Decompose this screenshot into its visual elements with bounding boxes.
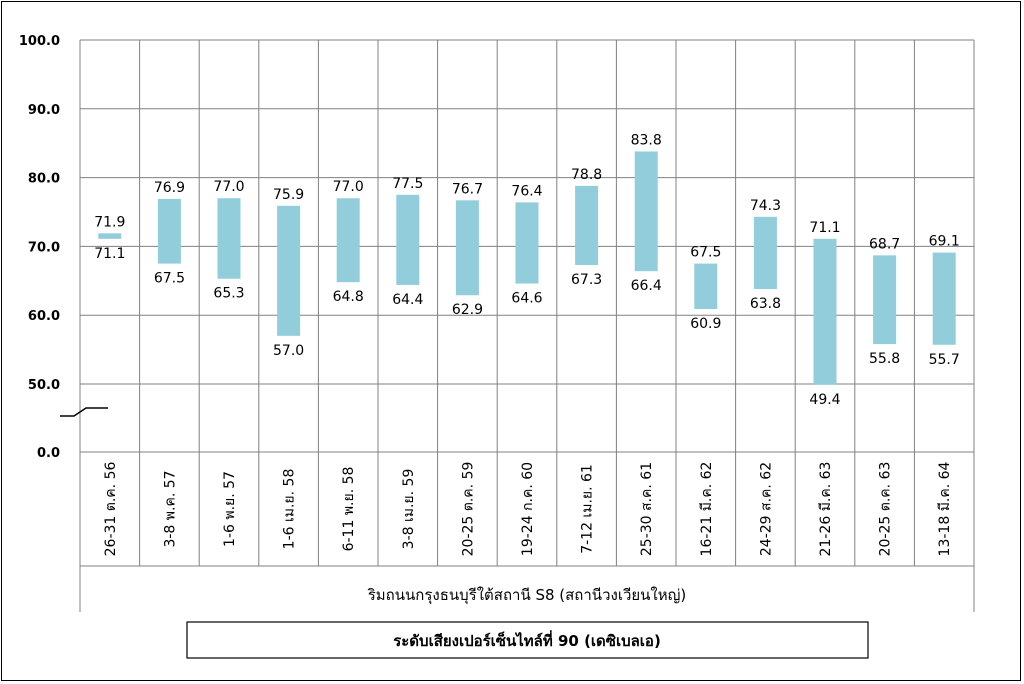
low-value-label: 67.5 <box>154 271 185 287</box>
category-label: 20-25 ต.ค. 63 <box>878 462 894 557</box>
y-tick-label: 0.0 <box>37 446 60 461</box>
high-value-label: 68.7 <box>869 236 900 252</box>
range-bar <box>753 216 777 290</box>
category-label: 20-25 ต.ค. 59 <box>460 462 476 557</box>
range-bar <box>515 202 539 284</box>
range-bar <box>932 252 956 345</box>
y-tick-label: 70.0 <box>28 240 60 255</box>
high-value-label: 71.1 <box>809 220 840 236</box>
high-value-label: 76.4 <box>511 183 542 199</box>
high-value-label: 71.9 <box>94 214 125 230</box>
range-bar <box>813 238 837 385</box>
range-bar <box>98 233 122 239</box>
low-value-label: 55.8 <box>869 351 900 367</box>
y-axis: 0.0 50.0 60.0 70.0 80.0 90.0 100.0 <box>19 34 108 461</box>
range-bar <box>575 185 599 265</box>
category-label: 25-30 ส.ค. 61 <box>639 462 655 556</box>
range-bar <box>336 198 360 283</box>
category-label: 3-8 เม.ย. 59 <box>401 469 417 550</box>
low-value-label: 55.7 <box>929 352 960 368</box>
low-value-label: 65.3 <box>213 286 244 302</box>
y-tick-label: 80.0 <box>28 172 60 187</box>
low-value-label: 67.3 <box>571 272 602 288</box>
category-label: 16-21 มี.ค. 62 <box>699 462 715 557</box>
low-value-label: 64.6 <box>511 291 542 307</box>
range-bar <box>694 263 718 310</box>
high-value-label: 76.7 <box>452 181 483 197</box>
category-label: 6-11 พ.ย. 58 <box>341 467 357 552</box>
high-value-label: 78.8 <box>571 167 602 183</box>
high-value-label: 77.5 <box>392 176 423 192</box>
bars <box>98 151 956 385</box>
range-bar <box>277 205 301 336</box>
legend-label: ระดับเสียงเปอร์เซ็นไทล์ที่ 90 (เดซิเบลเอ… <box>393 630 661 650</box>
y-tick-label: 90.0 <box>28 103 60 118</box>
range-bar <box>396 194 420 285</box>
y-tick-label: 50.0 <box>28 378 60 393</box>
y-tick-label: 100.0 <box>19 34 60 49</box>
low-value-label: 63.8 <box>750 296 781 312</box>
data-labels: 71.9 71.1 76.9 67.5 77.0 65.3 75.9 57.0 77.0 64.8… <box>94 132 960 407</box>
low-value-label: 71.1 <box>94 246 125 262</box>
x-axis-title: ริมถนนกรุงธนบุรีใต้สถานี S8 (สถานีวงเวีย… <box>367 586 686 605</box>
category-label: 7-12 เม.ย. 61 <box>580 464 596 554</box>
high-value-label: 74.3 <box>750 198 781 214</box>
category-label: 13-18 มี.ค. 64 <box>937 461 953 556</box>
high-value-label: 76.9 <box>154 180 185 196</box>
low-value-label: 64.8 <box>333 289 364 305</box>
gridlines <box>79 39 975 612</box>
low-value-label: 49.4 <box>809 392 840 408</box>
category-label: 1-6 พ.ย. 57 <box>222 471 238 547</box>
low-value-label: 66.4 <box>631 278 662 294</box>
axis-break-mark <box>60 407 108 417</box>
category-label: 1-6 เม.ย. 58 <box>282 469 298 550</box>
range-bar <box>634 151 658 272</box>
range-bar <box>873 255 897 345</box>
range-bar <box>217 198 241 279</box>
category-label: 24-29 ส.ค. 62 <box>758 462 774 556</box>
high-value-label: 77.0 <box>333 179 364 195</box>
low-value-label: 60.9 <box>690 316 721 332</box>
low-value-label: 62.9 <box>452 302 483 318</box>
y-tick-label: 60.0 <box>28 309 60 324</box>
range-bar <box>455 200 479 296</box>
high-value-label: 77.0 <box>213 179 244 195</box>
high-value-label: 69.1 <box>929 234 960 250</box>
category-label: 26-31 ต.ค. 56 <box>103 462 119 557</box>
legend-box <box>186 621 869 659</box>
category-label: 3-8 พ.ค. 57 <box>162 470 178 547</box>
high-value-label: 75.9 <box>273 187 304 203</box>
high-value-label: 67.5 <box>690 245 721 261</box>
category-label: 21-26 มี.ค. 63 <box>818 462 834 557</box>
category-label: 19-24 ก.ค. 60 <box>520 462 536 556</box>
low-value-label: 57.0 <box>273 343 304 359</box>
high-value-label: 83.8 <box>631 132 662 148</box>
x-axis: 26-31 ต.ค. 56 3-8 พ.ค. 57 1-6 พ.ย. 57 1-6 เ… <box>103 461 953 556</box>
low-value-label: 64.4 <box>392 292 423 308</box>
range-bar <box>157 198 181 264</box>
